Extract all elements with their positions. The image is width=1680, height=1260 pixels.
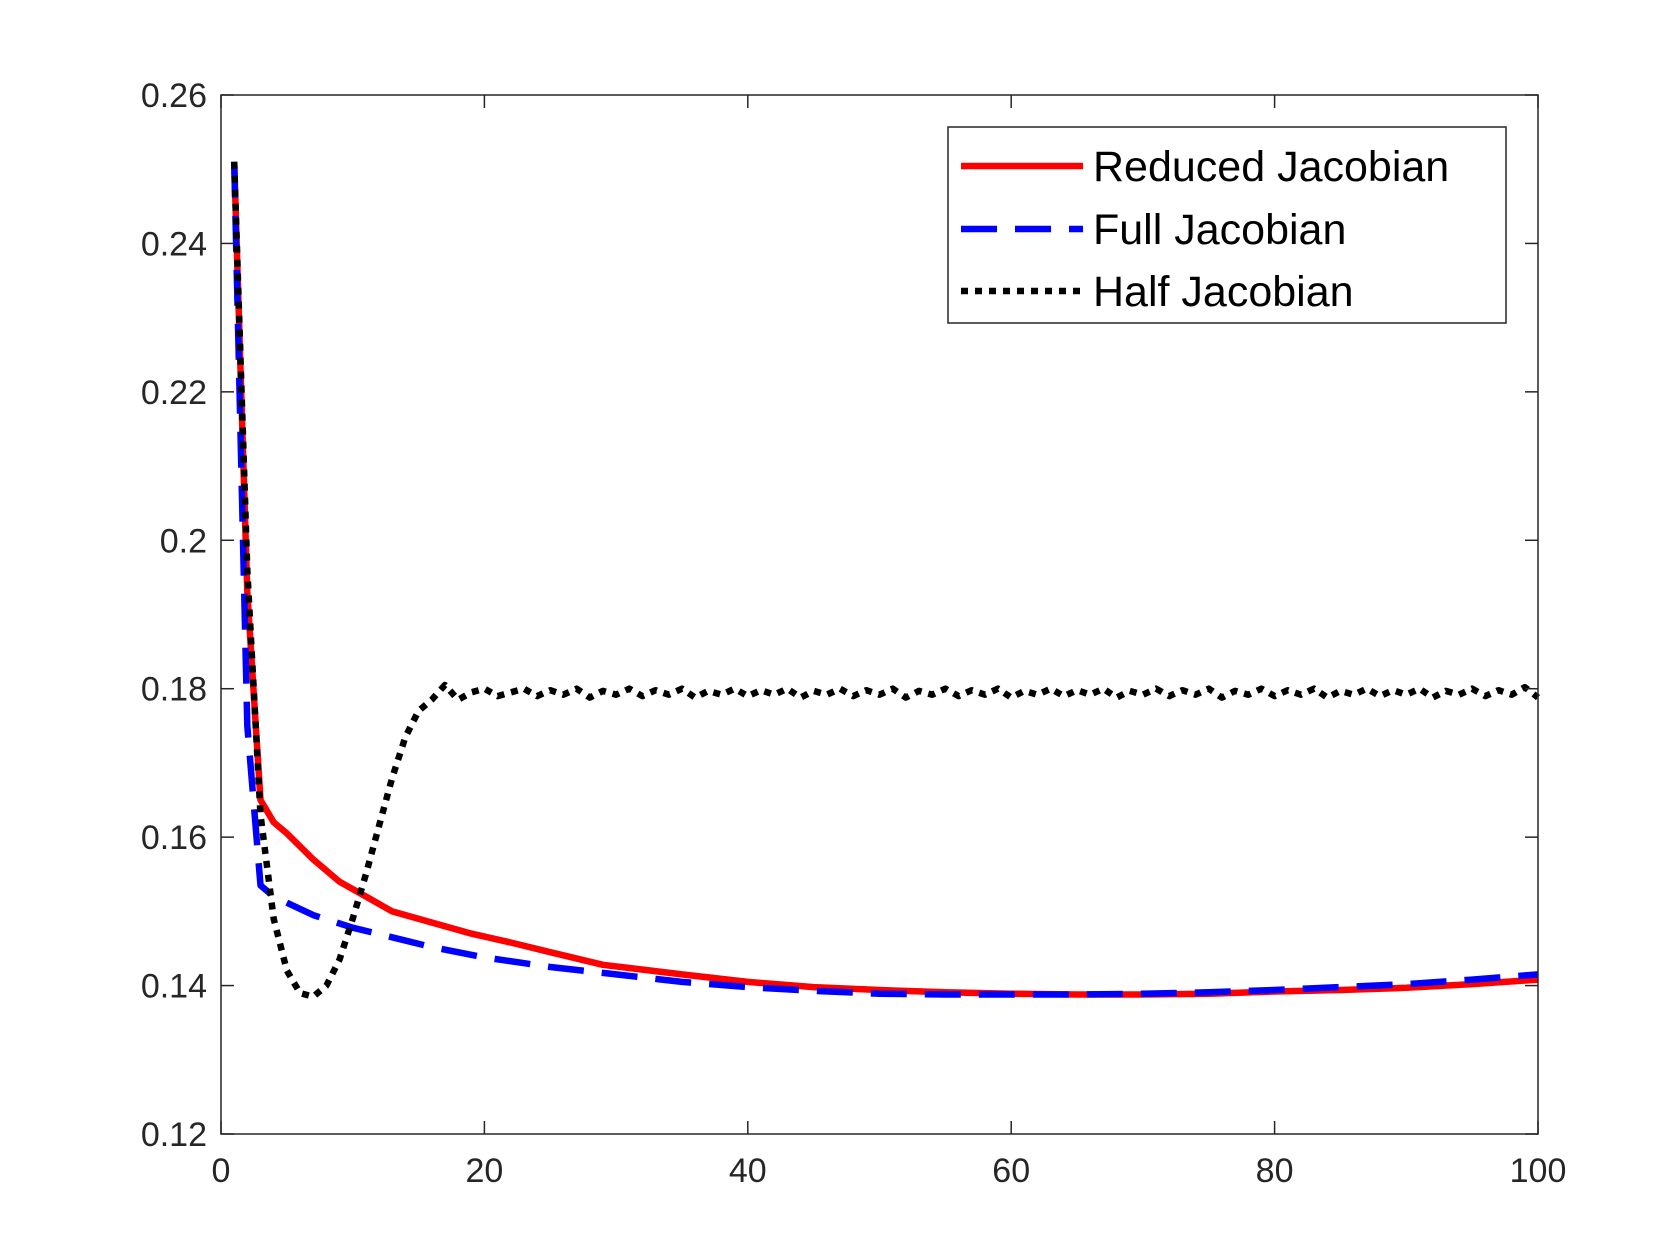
y-tick-label: 0.22	[141, 374, 207, 412]
legend-box	[947, 126, 1507, 324]
legend: Reduced Jacobian Full Jacobian Half Jaco…	[947, 126, 1507, 324]
x-tick-label: 20	[465, 1152, 503, 1190]
x-tick-label: 100	[1510, 1152, 1567, 1190]
y-tick-label: 0.26	[141, 77, 207, 115]
y-tick-label: 0.24	[141, 225, 207, 263]
series-line-full-jacobian	[230, 161, 1539, 998]
x-tick-label: 0	[212, 1152, 231, 1190]
legend-label-reduced-jacobian: Reduced Jacobian	[1093, 143, 1449, 191]
x-tick-label: 60	[992, 1152, 1030, 1190]
y-tick-label: 0.18	[141, 671, 207, 709]
plot-frame	[220, 94, 1539, 1135]
series-line-reduced-jacobian	[230, 161, 1539, 998]
legend-label-full-jacobian: Full Jacobian	[1093, 206, 1346, 254]
y-tick-label: 0.2	[160, 522, 207, 560]
series-layer	[230, 161, 1541, 1000]
series-line-half-jacobian	[230, 161, 1541, 1000]
x-tick-label: 40	[729, 1152, 767, 1190]
y-tick-label: 0.14	[141, 968, 207, 1006]
y-tick-label: 0.16	[141, 819, 207, 857]
legend-label-half-jacobian: Half Jacobian	[1093, 268, 1354, 316]
y-tick-labels: 0.12 0.14 0.16 0.18 0.2 0.22 0.24 0.26	[141, 77, 207, 1154]
x-tick-labels: 0 20 40 60 80 100	[212, 1152, 1567, 1190]
y-tick-label: 0.12	[141, 1116, 207, 1154]
x-tick-label: 80	[1256, 1152, 1294, 1190]
